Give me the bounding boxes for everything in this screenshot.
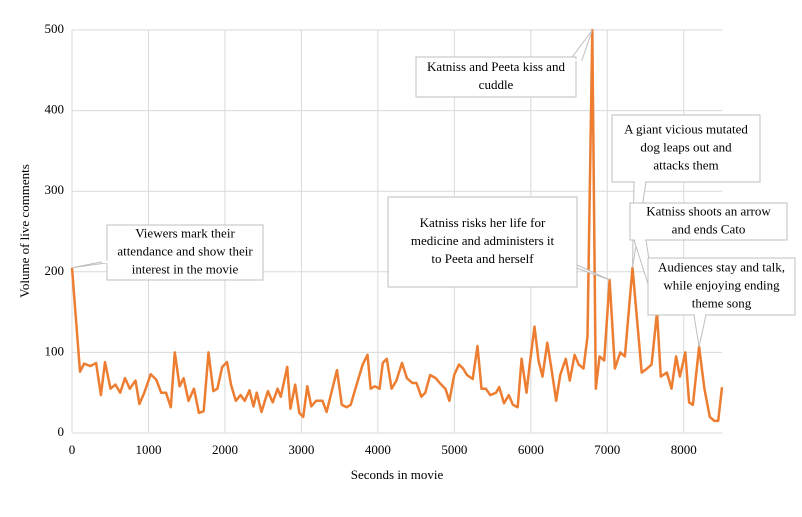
annotation-text: cuddle	[479, 77, 514, 92]
x-tick-label: 0	[69, 442, 76, 457]
y-tick-label: 300	[45, 182, 65, 197]
x-tick-label: 6000	[518, 442, 544, 457]
y-tick-label: 200	[45, 263, 65, 278]
annotation-text: attendance and show their	[117, 243, 253, 258]
annotation-box	[647, 257, 796, 316]
annotation-text: while enjoying ending	[663, 277, 780, 292]
line-series	[70, 28, 724, 423]
y-tick-label: 0	[58, 424, 65, 439]
x-tick-label: 7000	[594, 442, 620, 457]
annotation-box	[106, 224, 264, 281]
y-axis-label: Volume of live comments	[17, 164, 32, 298]
x-tick-label: 8000	[671, 442, 697, 457]
annotation-text: Katniss risks her life for	[420, 215, 546, 230]
annotation-box	[415, 56, 577, 98]
annotation-box	[387, 196, 578, 288]
annotation-text: interest in the movie	[132, 261, 239, 276]
annotation-text: attacks them	[653, 157, 718, 172]
annotation-text: to Peeta and herself	[431, 251, 534, 266]
annotation-text: Katniss and Peeta kiss and	[427, 59, 565, 74]
annotation-text: Audiences stay and talk,	[658, 259, 785, 274]
x-tick-label: 5000	[441, 442, 467, 457]
annotation-text: medicine and administers it	[411, 233, 555, 248]
annotation-text: A giant vicious mutated	[624, 121, 748, 136]
annotation-text: Viewers mark their	[135, 225, 235, 240]
annotation-box	[611, 114, 761, 183]
annotation-box	[629, 202, 788, 241]
annotation-text: theme song	[692, 295, 752, 310]
annotation-text: dog leaps out and	[640, 139, 732, 154]
y-tick-label: 100	[45, 343, 65, 358]
y-tick-label: 400	[45, 102, 65, 117]
x-tick-label: 4000	[365, 442, 391, 457]
annotation-text: and ends Cato	[672, 221, 746, 236]
x-tick-label: 2000	[212, 442, 238, 457]
x-axis-label: Seconds in movie	[351, 467, 444, 482]
x-tick-label: 1000	[135, 442, 161, 457]
annotation-text: Katniss shoots an arrow	[646, 203, 771, 218]
y-tick-label: 500	[45, 21, 65, 36]
x-tick-label: 3000	[288, 442, 314, 457]
